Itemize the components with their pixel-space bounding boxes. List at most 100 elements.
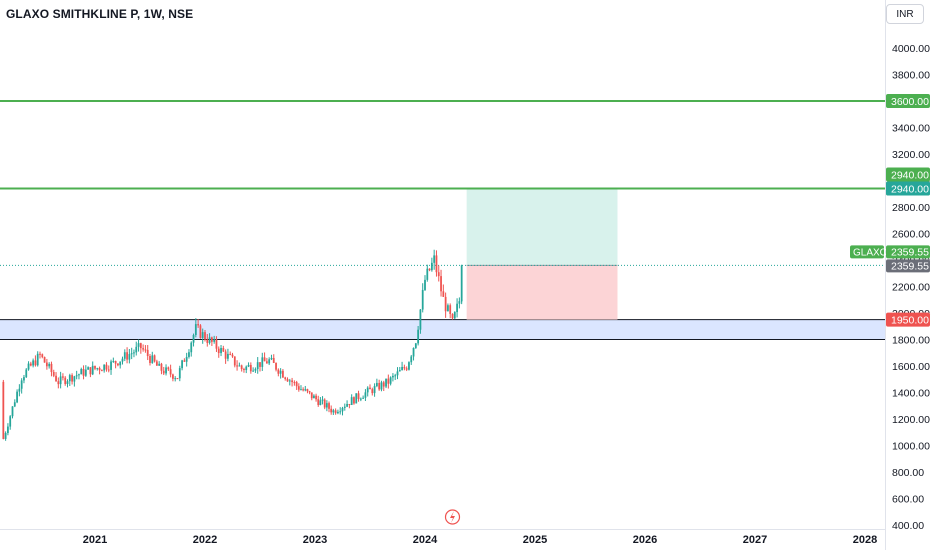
candle-body (220, 347, 222, 354)
candle-body (334, 410, 337, 414)
candle-body (167, 367, 170, 370)
y-tick-label: 1000.00 (892, 441, 930, 453)
candle-body (437, 272, 440, 277)
candle-body (417, 329, 420, 344)
candle-body (313, 395, 315, 399)
candle-body (158, 363, 161, 366)
candle-body (197, 324, 200, 326)
candle-body (240, 365, 243, 370)
candle-body (233, 356, 236, 366)
candle-body (153, 355, 156, 362)
y-tick-label: 3800.00 (892, 70, 930, 82)
candle-body (392, 375, 394, 378)
candle-body (268, 359, 271, 364)
target-tag: 2940.00 (891, 169, 929, 181)
candle-body (91, 365, 94, 375)
candle-body (236, 365, 238, 367)
candle-body (410, 356, 413, 363)
candle-body (394, 375, 397, 377)
candle-body (210, 337, 213, 342)
x-tick-label: 2027 (743, 534, 767, 546)
candle-body (160, 363, 163, 371)
candle-body (310, 392, 313, 399)
candle-body (165, 367, 167, 374)
candle-body (433, 255, 436, 263)
position-stop-zone[interactable] (466, 265, 618, 320)
candle-body (43, 357, 46, 363)
line-price-tag: 3600.00 (891, 96, 929, 108)
candle-body (178, 368, 181, 379)
candle-body (308, 391, 311, 393)
symbol-tag: GLAXO (853, 247, 888, 258)
candle-body (277, 369, 280, 374)
candle-body (339, 411, 342, 413)
candle-body (231, 354, 234, 357)
candle-body (330, 408, 333, 413)
stop-tag-bg (886, 312, 930, 327)
last-price-tag: 2359.55 (891, 246, 929, 258)
candle-body (112, 361, 115, 363)
candle-body (100, 370, 103, 372)
candle-body (366, 387, 369, 393)
candle-body (222, 347, 225, 352)
x-tick-label: 2023 (303, 534, 327, 546)
candle-body (87, 367, 90, 370)
entry-tag: 2359.55 (891, 260, 929, 272)
candle-body (286, 378, 289, 382)
candle-body (315, 395, 317, 400)
candle-body (247, 364, 250, 367)
candle-body (306, 389, 309, 392)
candle-body (151, 355, 154, 363)
candle-body (421, 289, 424, 310)
candle-body (444, 296, 447, 312)
candle-body (213, 339, 216, 342)
candle-body (103, 364, 106, 371)
candle-body (204, 332, 206, 340)
candle-body (217, 348, 220, 354)
candle-body (137, 343, 140, 347)
candle-body (133, 352, 135, 354)
candle-body (36, 353, 39, 366)
candle-body (389, 377, 392, 384)
candle-body (4, 432, 7, 439)
candle-body (206, 339, 209, 343)
candle-body (105, 364, 108, 370)
candle-body (128, 354, 131, 360)
position-target-zone[interactable] (466, 188, 618, 266)
candle-body (192, 334, 195, 343)
x-tick-label: 2025 (523, 534, 547, 546)
candle-body (412, 347, 415, 357)
candle-body (183, 360, 186, 362)
candle-body (453, 312, 456, 319)
x-tick-label: 2021 (83, 534, 107, 546)
candle-body (408, 362, 410, 370)
candle-body (270, 357, 273, 360)
candle-body (321, 399, 324, 401)
candle-body (252, 370, 255, 372)
symbol-tag-bg (850, 245, 884, 259)
candle-body (282, 370, 284, 378)
candle-body (199, 325, 202, 338)
candle-body (265, 361, 268, 364)
candle-body (39, 353, 41, 355)
candle-body (380, 382, 383, 390)
x-tick-label: 2024 (413, 534, 438, 546)
candle-body (254, 369, 257, 371)
currency-button[interactable]: INR (886, 4, 924, 24)
y-tick-label: 3400.00 (892, 123, 930, 135)
candle-body (48, 363, 51, 367)
candle-body (80, 369, 83, 375)
candle-body (435, 255, 438, 273)
candle-body (50, 363, 53, 373)
candle-body (317, 399, 320, 405)
candle-body (460, 265, 463, 299)
candle-body (291, 380, 293, 383)
candle-body (346, 404, 348, 407)
candle-body (458, 301, 461, 304)
candle-body (378, 382, 381, 390)
candle-body (135, 346, 138, 353)
chart-title: GLAXO SMITHKLINE P, 1W, NSE (6, 7, 194, 21)
y-tick-label: 800.00 (892, 467, 924, 479)
candle-body (245, 366, 248, 370)
